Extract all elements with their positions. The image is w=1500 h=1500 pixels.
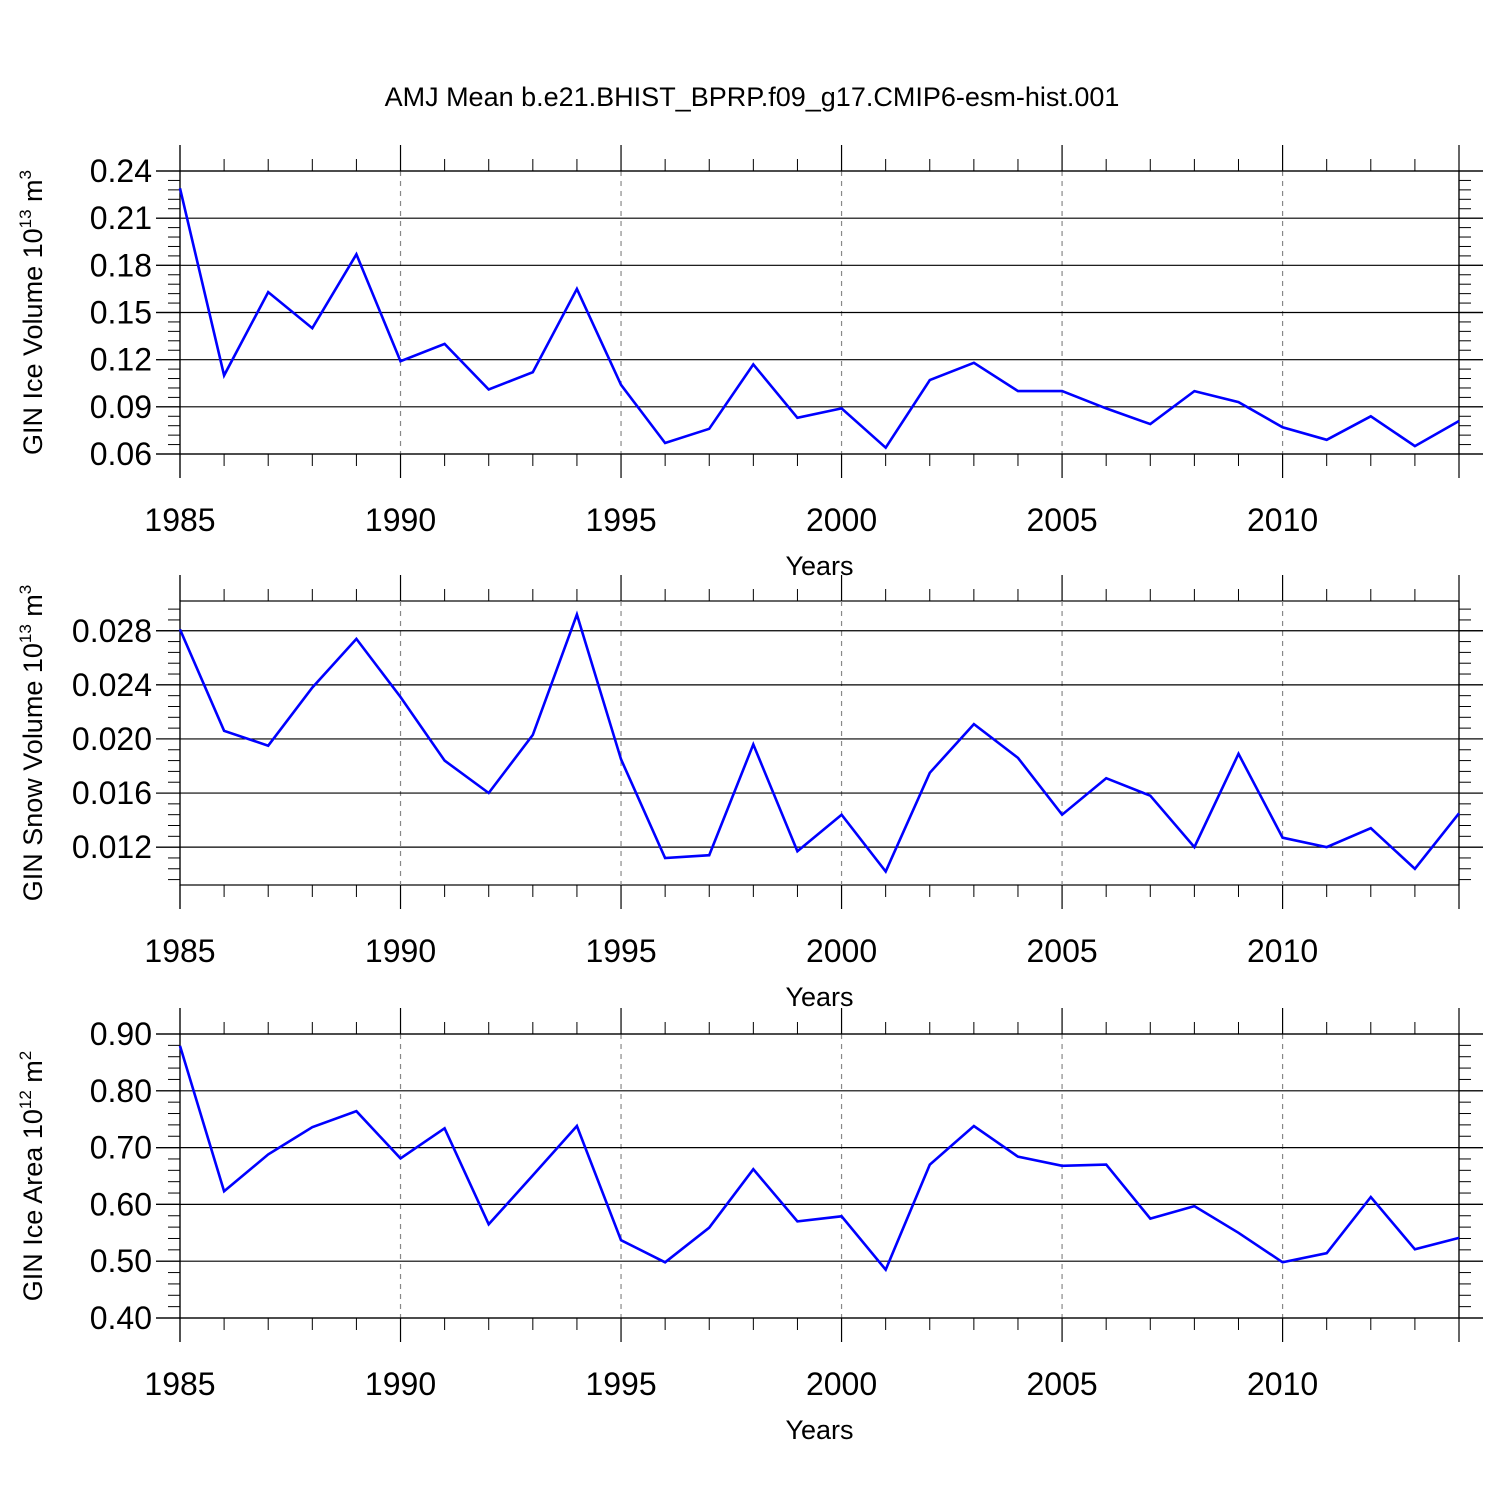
x-tick-label: 2010 [1247, 933, 1318, 969]
x-tick-label: 2000 [806, 502, 877, 538]
series-line [178, 610, 1461, 875]
plot-frame [179, 1033, 1460, 1319]
x-tick-label: 1995 [585, 1366, 656, 1402]
panel-3: 1985 1990 1995 2000 2005 2010 Years 0.40 0.50 0.6… [16, 1008, 1483, 1445]
y-axis-title-unit: m [18, 1060, 48, 1090]
y-tick-label: 0.15 [90, 295, 152, 331]
y-tick-label: 0.024 [72, 667, 152, 703]
y-tick-label: 0.80 [90, 1073, 152, 1109]
x-tick-label: 1995 [585, 502, 656, 538]
y-axis-title-unit-sup: 3 [16, 585, 35, 594]
y-axis-title: GIN Ice Volume 1013 m3 [16, 170, 48, 455]
x-tick-label: 2005 [1026, 502, 1097, 538]
x-axis-title: Years [785, 1415, 853, 1445]
y-axis-title-unit-sup: 2 [16, 1051, 35, 1060]
x-tick-label: 1995 [585, 933, 656, 969]
y-axis-title-unit: m [18, 594, 48, 624]
y-axis-title-sup: 12 [16, 1090, 35, 1109]
y-axis-title-unit-sup: 3 [16, 170, 35, 179]
x-axis-title: Years [785, 982, 853, 1012]
plot-frame [179, 600, 1460, 886]
y-tick-label: 0.012 [72, 829, 152, 865]
y-tick-label: 0.06 [90, 436, 152, 472]
x-tick-label: 1985 [144, 933, 215, 969]
x-tick-label: 2000 [806, 933, 877, 969]
series-line [178, 1045, 1460, 1273]
y-tick-label: 0.028 [72, 613, 152, 649]
y-axis-title-main: GIN Ice Area 10 [18, 1109, 48, 1301]
y-tick-label: 0.21 [90, 200, 152, 236]
x-tick-label: 2005 [1026, 933, 1097, 969]
y-axis-title-main: GIN Ice Volume 10 [18, 228, 48, 455]
y-tick-label: 0.24 [90, 153, 152, 189]
y-axis-title-sup: 13 [16, 209, 35, 228]
x-tick-label: 2005 [1026, 1366, 1097, 1402]
y-axis-title-unit: m [18, 179, 48, 209]
y-tick-label: 0.09 [90, 389, 152, 425]
x-axis-title: Years [785, 551, 853, 581]
y-tick-label: 0.40 [90, 1300, 152, 1336]
y-tick-label: 0.70 [90, 1130, 152, 1166]
x-tick-label: 2000 [806, 1366, 877, 1402]
y-tick-label: 0.12 [90, 342, 152, 378]
y-tick-label: 0.60 [90, 1186, 152, 1222]
x-tick-label: 1990 [365, 502, 436, 538]
x-tick-label: 2010 [1247, 502, 1318, 538]
x-tick-label: 1985 [144, 1366, 215, 1402]
x-tick-label: 2010 [1247, 1366, 1318, 1402]
y-tick-label: 0.50 [90, 1243, 152, 1279]
x-tick-label: 1990 [365, 1366, 436, 1402]
panel-2: 1985 1990 1995 2000 2005 2010 Years 0.012 0.016 0… [16, 575, 1483, 1012]
y-tick-label: 0.18 [90, 247, 152, 283]
x-tick-label: 1985 [144, 502, 215, 538]
y-axis-title: GIN Ice Area 1012 m2 [16, 1051, 48, 1302]
series-line [178, 188, 1460, 450]
y-axis-title-main: GIN Snow Volume 10 [18, 643, 48, 901]
y-axis-title: GIN Snow Volume 1013 m3 [16, 585, 48, 902]
y-tick-label: 0.020 [72, 721, 152, 757]
y-axis-title-sup: 13 [16, 624, 35, 643]
figure-title: AMJ Mean b.e21.BHIST_BPRP.f09_g17.CMIP6-… [385, 82, 1120, 112]
y-tick-label: 0.016 [72, 775, 152, 811]
x-tick-label: 1990 [365, 933, 436, 969]
panel-1: 1985 1990 1995 2000 2005 2010 Years 0.06 0.09 0.1… [16, 145, 1483, 581]
y-tick-label: 0.90 [90, 1016, 152, 1052]
